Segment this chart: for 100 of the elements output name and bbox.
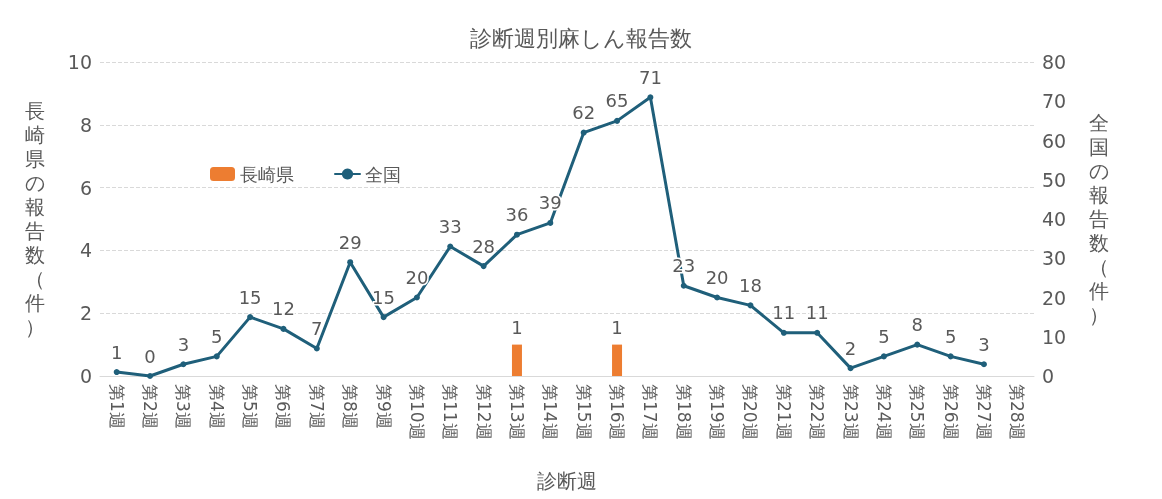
data-label: 1 [611, 317, 623, 339]
x-tick-label: 第25週 [907, 384, 928, 440]
point [914, 341, 921, 348]
point [547, 219, 554, 226]
data-label: 18 [739, 274, 762, 296]
x-tick-label: 第20週 [740, 384, 761, 440]
point [313, 345, 320, 352]
y2-tick-label: 0 [1042, 365, 1055, 387]
data-label: 15 [372, 286, 395, 308]
x-tick-label: 第26週 [940, 384, 961, 440]
y-tick-label: 4 [79, 239, 92, 262]
data-label: 3 [978, 333, 990, 355]
y2-tick-label: 30 [1042, 247, 1067, 270]
y2-tick-label: 20 [1042, 286, 1067, 309]
data-label: 28 [472, 235, 496, 257]
data-label: 11 [805, 302, 829, 324]
x-tick-label: 第2週 [140, 384, 161, 429]
point [247, 314, 254, 321]
data-label: 2 [844, 337, 857, 359]
point [647, 94, 654, 101]
data-label: 5 [211, 325, 223, 347]
y-tick-label: 6 [79, 176, 92, 199]
point [413, 294, 420, 301]
data-label: 29 [338, 231, 362, 253]
y2-tick-label: 70 [1042, 90, 1067, 113]
x-tick-label: 第5週 [240, 384, 261, 429]
y2-tick-label: 50 [1042, 168, 1067, 191]
x-tick-label: 第22週 [807, 384, 828, 440]
point [747, 302, 754, 309]
point [780, 329, 787, 336]
y2-tick-label: 80 [1042, 51, 1067, 73]
data-label: 20 [405, 267, 429, 288]
y2-tick-label: 10 [1042, 325, 1067, 348]
x-tick-label: 第8週 [340, 384, 361, 429]
x-tick-label: 第14週 [540, 384, 561, 440]
data-label: 1 [511, 317, 523, 339]
point [880, 353, 887, 360]
y-tick-label: 8 [79, 113, 92, 136]
y-tick-label: 2 [79, 302, 92, 325]
point [980, 361, 987, 368]
x-tick-label: 第19週 [707, 384, 728, 440]
point [847, 365, 854, 372]
data-label: 62 [572, 102, 596, 124]
x-axis-title: 診断週 [537, 469, 597, 493]
legend-label: 全国 [365, 163, 401, 185]
x-tick-label: 第13週 [506, 384, 527, 440]
data-label: 71 [638, 66, 662, 88]
x-tick-label: 第24週 [873, 384, 894, 440]
x-tick-label: 第28週 [1007, 384, 1028, 440]
point [113, 369, 120, 376]
x-tick-label: 第12週 [473, 384, 494, 440]
data-label: 5 [944, 325, 957, 347]
x-tick-label: 第21週 [773, 384, 794, 440]
x-tick-label: 第7週 [306, 384, 327, 429]
y2-tick-label: 60 [1042, 129, 1067, 152]
x-tick-label: 第15週 [573, 384, 594, 440]
data-label: 3 [177, 333, 190, 355]
x-tick-label: 第10週 [406, 384, 427, 440]
data-label: 0 [144, 345, 156, 367]
y-tick-label: 0 [79, 365, 92, 387]
data-label: 5 [878, 325, 890, 347]
point [213, 353, 220, 360]
data-label: 8 [911, 314, 923, 336]
point [947, 353, 954, 360]
data-label: 11 [772, 302, 796, 324]
x-tick-label: 第27週 [973, 384, 994, 440]
legend-label: 長崎県 [240, 163, 294, 185]
point [380, 314, 387, 321]
x-tick-label: 第3週 [173, 384, 194, 429]
x-tick-label: 第11週 [440, 384, 461, 440]
point [513, 231, 520, 238]
y2-tick-label: 40 [1042, 208, 1067, 230]
x-tick-label: 第9週 [373, 384, 394, 429]
point [614, 117, 621, 124]
point [147, 373, 154, 379]
x-tick-label: 第17週 [640, 384, 661, 440]
x-tick-label: 第23週 [840, 384, 861, 440]
data-label: 15 [238, 286, 262, 308]
x-tick-label: 第16週 [607, 384, 628, 440]
text: 長崎県の報告数（件） [25, 99, 45, 339]
point [580, 129, 587, 136]
point [447, 243, 454, 250]
point [680, 282, 687, 289]
point [714, 294, 721, 301]
x-tick-label: 第1週 [106, 384, 127, 429]
data-label: 7 [311, 318, 323, 340]
data-label: 36 [505, 204, 529, 226]
data-label: 20 [705, 267, 729, 288]
point [280, 325, 287, 332]
data-label: 65 [605, 90, 629, 112]
text: 全国の報告数（件） [1089, 111, 1109, 327]
chart-title: 診断週別麻しん報告数 [470, 25, 692, 51]
point [180, 361, 187, 368]
x-tick-label: 第4週 [206, 384, 227, 429]
y-tick-label: 10 [67, 51, 92, 73]
data-label: 33 [438, 215, 462, 237]
point [480, 263, 487, 270]
data-label: 1 [110, 341, 123, 363]
data-label: 12 [272, 298, 295, 320]
x-tick-label: 第18週 [673, 384, 694, 440]
